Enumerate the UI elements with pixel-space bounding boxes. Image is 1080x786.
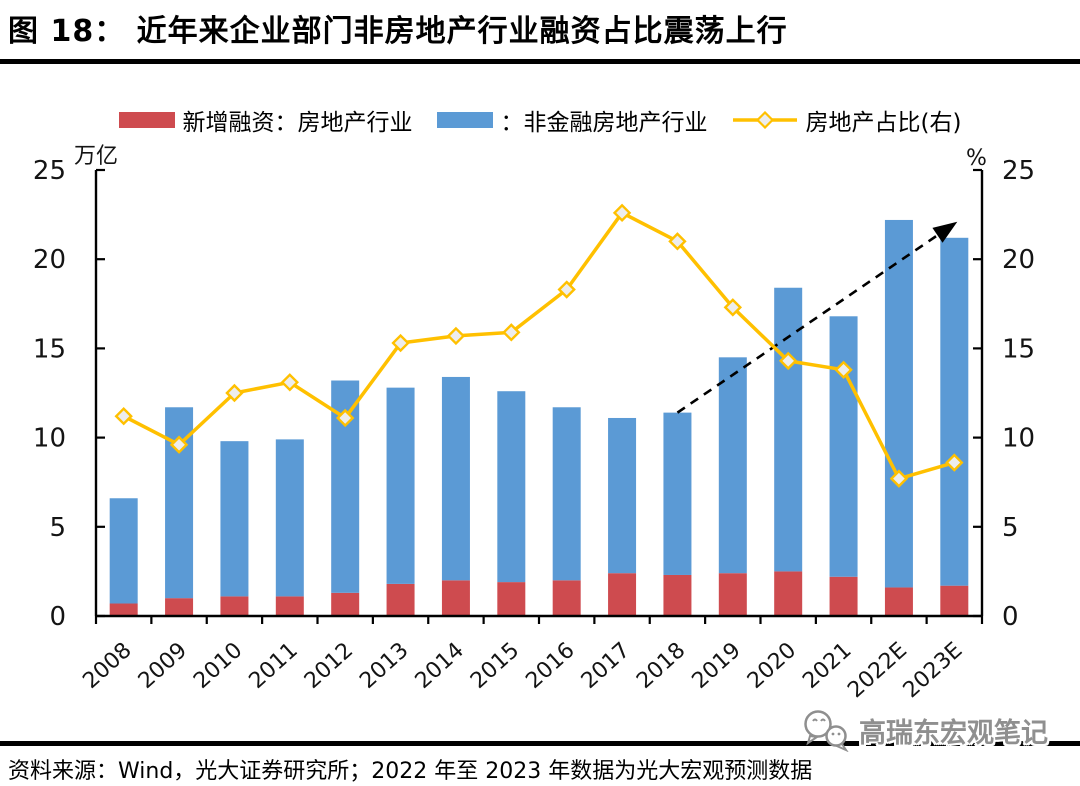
legend-label-non-financial: ：非金融房地产行业: [500, 110, 708, 136]
title-divider: [0, 59, 1080, 64]
diamond-marker-2016: [557, 280, 576, 299]
bar-red-2019: [718, 573, 747, 616]
svg-text:2013: 2013: [355, 638, 413, 694]
diamond-marker-2009: [169, 435, 189, 454]
diamond-marker-2017: [612, 203, 632, 223]
svg-text:15: 15: [33, 334, 66, 364]
svg-text:5: 5: [49, 513, 66, 543]
bar-blue-2014: [441, 376, 470, 581]
bar-red-2012: [331, 592, 360, 616]
svg-text:2023E: 2023E: [899, 638, 968, 703]
chart-legend: 新增融资：房地产行业 ：非金融房地产行业 房地产占比(右): [0, 103, 1080, 137]
bar-red-2018: [663, 574, 692, 616]
svg-text:0: 0: [1002, 602, 1019, 632]
bar-red-2023E: [940, 585, 969, 616]
bar-blue-2015: [497, 391, 526, 583]
diamond-marker-2012: [335, 408, 355, 428]
bar-blue-2017: [608, 417, 637, 574]
diamond-marker-2018: [668, 232, 687, 251]
diamond-marker-2020: [778, 351, 798, 371]
diamond-marker-2023E: [945, 453, 964, 472]
legend-swatch-blue: [436, 112, 493, 128]
bar-red-2020: [774, 571, 803, 616]
svg-text:25: 25: [33, 156, 66, 186]
bar-red-2016: [552, 580, 581, 616]
svg-text:2022E: 2022E: [843, 638, 912, 703]
trend-arrow: [676, 221, 958, 414]
wechat-smiley-icon: [804, 710, 849, 752]
diamond-marker-2019: [723, 298, 743, 317]
svg-text:15: 15: [1002, 334, 1035, 364]
diamond-marker-2013: [391, 333, 410, 353]
bar-blue-2018: [663, 412, 692, 575]
svg-text:2018: 2018: [632, 638, 690, 694]
svg-text:%: %: [966, 146, 987, 171]
bar-blue-2008: [109, 498, 138, 604]
bar-blue-2021: [829, 316, 858, 577]
diamond-marker-2010: [225, 383, 244, 403]
bar-blue-2023E: [940, 237, 969, 586]
bar-blue-2022E: [884, 219, 913, 588]
bar-red-2015: [497, 582, 526, 616]
svg-text:2015: 2015: [466, 638, 524, 694]
svg-text:10: 10: [1002, 424, 1035, 454]
legend-label-real-estate: 新增融资：房地产行业: [182, 110, 413, 136]
diamond-marker-2011: [280, 373, 300, 392]
bar-red-2008: [109, 603, 138, 616]
legend-line-diamond-icon: [732, 111, 797, 129]
bar-blue-2013: [386, 387, 415, 584]
bar-red-2022E: [884, 587, 913, 616]
svg-text:10: 10: [33, 424, 66, 454]
source-note: 资料来源：Wind，光大证券研究所；2022 年至 2023 年数据为光大宏观预…: [8, 759, 813, 784]
bar-red-2017: [608, 573, 637, 616]
svg-text:2009: 2009: [134, 638, 192, 694]
bar-red-2013: [386, 583, 415, 616]
bars-layer: [109, 219, 969, 616]
svg-text:0: 0: [49, 602, 66, 632]
ratio-line-layer: [114, 203, 964, 488]
bar-red-2014: [441, 580, 470, 616]
bar-red-2021: [829, 576, 858, 616]
diamond-marker-2014: [446, 326, 466, 346]
svg-text:2014: 2014: [411, 638, 469, 694]
bar-red-2011: [275, 596, 304, 616]
diamond-marker-2021: [834, 360, 853, 380]
svg-text:2017: 2017: [577, 638, 635, 694]
svg-text:20: 20: [33, 245, 66, 275]
bar-red-2009: [165, 598, 194, 616]
bar-blue-2011: [275, 439, 304, 597]
svg-text:20: 20: [1002, 245, 1035, 275]
svg-text:2011: 2011: [244, 638, 302, 694]
svg-text:万亿: 万亿: [74, 144, 118, 169]
bar-blue-2010: [220, 441, 249, 597]
bar-red-2010: [220, 596, 249, 616]
axes-layer: [94, 168, 984, 624]
watermark: 高瑞东宏观笔记: [798, 708, 1048, 752]
legend-label-ratio: 房地产占比(右): [805, 110, 962, 136]
svg-text:5: 5: [1002, 513, 1019, 543]
svg-text:2020: 2020: [743, 638, 801, 694]
figure-title: 图 18： 近年来企业部门非房地产行业融资占比震荡上行: [8, 14, 788, 49]
footer-divider: [0, 741, 1080, 746]
diamond-marker-2015: [502, 323, 521, 342]
legend-item-non-financial: ：非金融房地产行业: [436, 103, 708, 137]
legend-item-real-estate: 新增融资：房地产行业: [118, 103, 413, 137]
diamond-marker-2022E: [889, 469, 909, 488]
bar-blue-2020: [774, 287, 803, 572]
bar-blue-2016: [552, 407, 581, 581]
svg-text:2012: 2012: [300, 638, 358, 694]
svg-text:2010: 2010: [189, 638, 247, 694]
bar-blue-2019: [718, 357, 747, 574]
svg-text:25: 25: [1002, 156, 1035, 186]
watermark-text: 高瑞东宏观笔记: [859, 717, 1048, 749]
svg-text:2019: 2019: [687, 638, 745, 694]
diamond-marker-2008: [114, 406, 133, 426]
legend-item-ratio: 房地产占比(右): [732, 103, 962, 137]
legend-swatch-red: [118, 112, 175, 128]
svg-text:2016: 2016: [521, 638, 579, 694]
svg-text:2008: 2008: [78, 638, 136, 694]
